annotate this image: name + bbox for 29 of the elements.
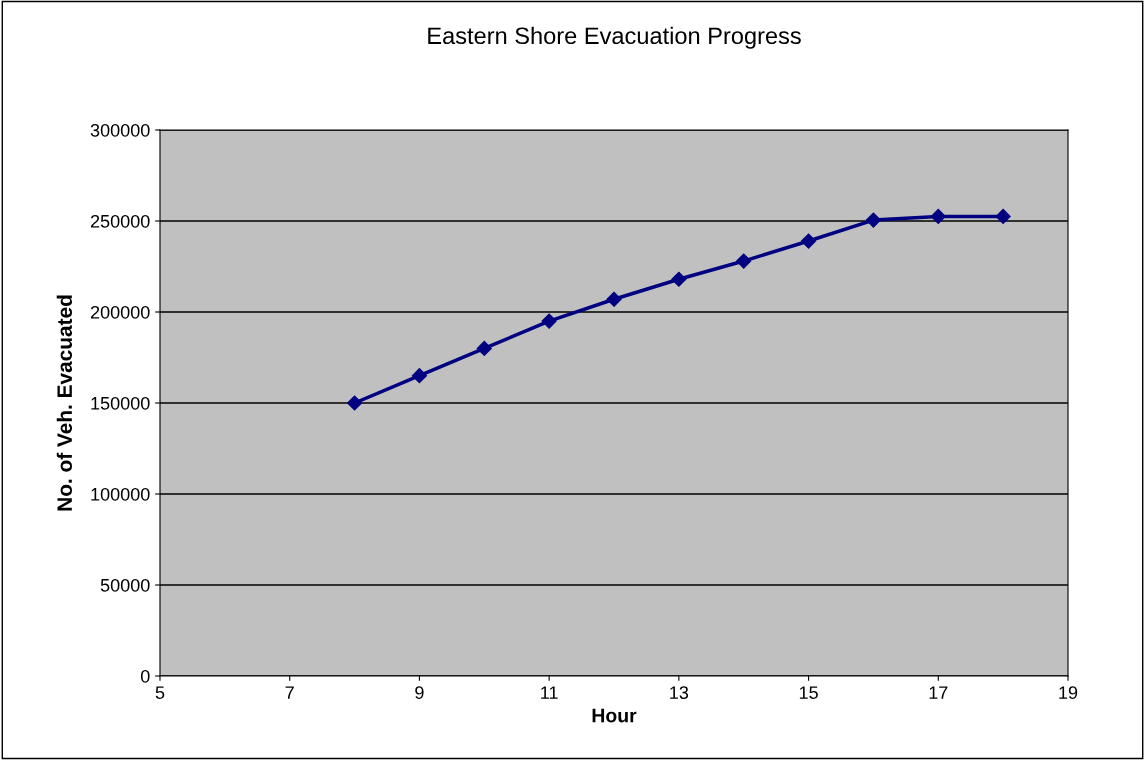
- point: [347, 395, 363, 411]
- point: [671, 271, 687, 287]
- x-tick-label: 19: [1059, 686, 1078, 699]
- x-tick-label: 7: [285, 686, 294, 699]
- point: [606, 291, 622, 307]
- x-axis-title: Hour: [592, 708, 637, 723]
- x-tick-label: 9: [415, 686, 424, 699]
- x-tick-label: 15: [799, 686, 818, 699]
- y-tick-label: 0: [140, 669, 150, 683]
- y-axis-title: No. of Veh. Evacuated: [56, 295, 73, 511]
- point: [865, 212, 881, 228]
- point: [995, 208, 1011, 225]
- point: [476, 340, 492, 356]
- y-tick-label: 150000: [91, 396, 150, 410]
- point: [541, 313, 557, 329]
- x-tick-label: 13: [670, 686, 689, 699]
- point: [930, 208, 946, 225]
- x-tick-label: 17: [929, 686, 948, 699]
- point: [411, 368, 427, 384]
- y-tick-label: 50000: [100, 578, 150, 592]
- x-tick-label: 11: [541, 686, 558, 699]
- y-tick-label: 250000: [90, 214, 150, 228]
- y-tick-label: 300000: [90, 123, 150, 137]
- y-tick-label: 200000: [90, 305, 150, 319]
- chart-title: Eastern Shore Evacuation Progress: [428, 26, 801, 49]
- y-tick-label: 100000: [91, 487, 150, 501]
- x-tick-label: 5: [155, 686, 165, 699]
- point: [736, 253, 752, 269]
- point: [801, 233, 817, 249]
